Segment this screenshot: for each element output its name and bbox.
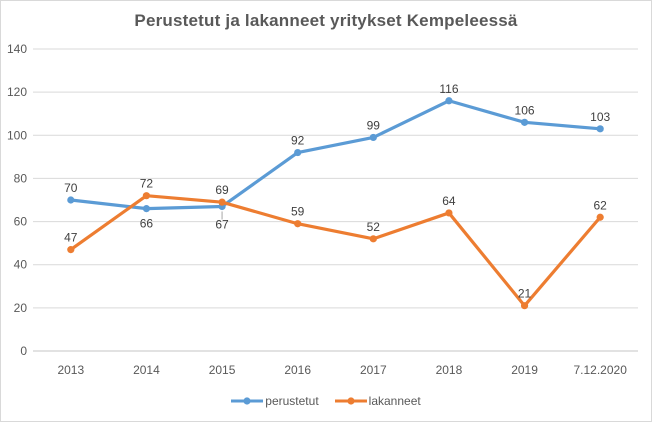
legend-label: perustetut <box>265 394 319 408</box>
data-point-lakanneet <box>520 302 529 310</box>
data-label-lakanneet: 69 <box>215 183 229 197</box>
chart-title: Perustetut ja lakanneet yritykset Kempel… <box>134 11 518 30</box>
data-point-perustetut <box>142 205 151 213</box>
data-point-lakanneet <box>445 209 453 217</box>
data-label-perustetut: 106 <box>515 103 535 117</box>
data-label-lakanneet: 72 <box>140 177 154 191</box>
data-point-perustetut <box>294 148 302 157</box>
data-point-lakanneet <box>596 213 604 221</box>
legend-marker-lakanneet <box>334 397 367 405</box>
y-tick-label: 40 <box>14 258 28 272</box>
x-tick-label: 2017 <box>360 363 387 377</box>
data-label-perustetut: 66 <box>140 217 154 231</box>
data-point-lakanneet <box>294 220 302 228</box>
data-label-lakanneet: 62 <box>594 198 608 212</box>
data-point-lakanneet <box>218 198 226 206</box>
chart-legend: perustetut lakanneet <box>1 391 651 411</box>
data-label-perustetut: 92 <box>291 134 305 148</box>
data-point-lakanneet <box>369 235 377 243</box>
x-tick-label: 2018 <box>436 363 463 377</box>
y-tick-label: 60 <box>14 215 28 229</box>
x-tick-label: 2019 <box>511 363 538 377</box>
data-label-perustetut: 103 <box>590 110 610 124</box>
data-point-perustetut <box>520 118 529 126</box>
data-point-lakanneet <box>67 246 75 254</box>
x-tick-label: 2014 <box>133 363 160 377</box>
legend-label: lakanneet <box>368 394 421 408</box>
series-line-perustetut <box>69 99 602 211</box>
y-tick-label: 20 <box>14 301 28 315</box>
y-tick-label: 140 <box>7 42 27 56</box>
y-tick-label: 120 <box>7 85 27 99</box>
data-point-perustetut <box>369 133 377 142</box>
x-tick-label: 2016 <box>284 363 311 377</box>
data-point-perustetut <box>67 196 75 204</box>
data-label-lakanneet: 59 <box>291 205 305 219</box>
x-tick-label: 2013 <box>57 363 84 377</box>
x-tick-label: 7.12.2020 <box>573 363 627 377</box>
data-label-lakanneet: 64 <box>442 194 456 208</box>
data-label-perustetut: 67 <box>215 217 229 231</box>
series-line-lakanneet <box>69 194 602 308</box>
legend-item-lakanneet: lakanneet <box>334 394 421 408</box>
y-tick-label: 80 <box>14 171 28 185</box>
legend-marker-perustetut <box>231 397 264 405</box>
data-label-perustetut: 99 <box>367 118 381 132</box>
data-point-perustetut <box>596 125 604 133</box>
y-tick-label: 100 <box>7 128 27 142</box>
data-label-lakanneet: 21 <box>518 287 532 301</box>
data-label-perustetut: 116 <box>439 82 458 96</box>
y-tick-label: 0 <box>20 344 27 358</box>
data-point-perustetut <box>445 97 453 105</box>
data-point-lakanneet <box>142 192 151 200</box>
data-label-lakanneet: 52 <box>367 220 381 234</box>
x-tick-label: 2015 <box>209 363 236 377</box>
data-label-lakanneet: 47 <box>64 231 78 245</box>
legend-item-perustetut: perustetut <box>231 394 319 408</box>
data-label-perustetut: 70 <box>64 181 78 195</box>
